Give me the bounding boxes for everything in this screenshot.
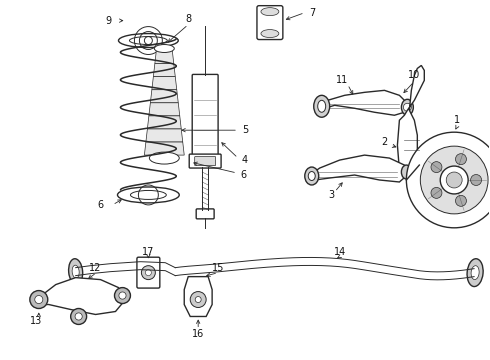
Polygon shape	[310, 155, 407, 182]
Ellipse shape	[305, 167, 318, 185]
Polygon shape	[36, 278, 125, 315]
FancyBboxPatch shape	[192, 75, 218, 156]
Polygon shape	[147, 116, 181, 129]
Ellipse shape	[401, 99, 414, 115]
Text: 15: 15	[212, 263, 224, 273]
Text: 17: 17	[142, 247, 154, 257]
Text: 5: 5	[242, 125, 248, 135]
Text: 14: 14	[334, 247, 346, 257]
Circle shape	[119, 292, 126, 299]
Circle shape	[431, 188, 442, 198]
Text: 4: 4	[242, 155, 248, 165]
Circle shape	[190, 292, 206, 307]
Text: 6: 6	[98, 200, 103, 210]
Circle shape	[470, 175, 482, 185]
Circle shape	[431, 162, 442, 172]
Polygon shape	[150, 90, 178, 103]
Polygon shape	[152, 77, 177, 90]
Ellipse shape	[471, 266, 479, 280]
Circle shape	[446, 172, 462, 188]
Circle shape	[440, 166, 468, 194]
Ellipse shape	[314, 95, 330, 117]
Ellipse shape	[149, 152, 179, 164]
Circle shape	[456, 195, 466, 206]
Circle shape	[195, 297, 201, 302]
Ellipse shape	[154, 45, 174, 53]
Text: 1: 1	[454, 115, 460, 125]
Circle shape	[30, 291, 48, 309]
Text: 2: 2	[381, 137, 388, 147]
Ellipse shape	[129, 37, 167, 45]
Text: 6: 6	[240, 170, 246, 180]
Ellipse shape	[69, 259, 83, 284]
Ellipse shape	[118, 187, 179, 203]
Polygon shape	[155, 50, 174, 64]
Ellipse shape	[467, 259, 483, 287]
Ellipse shape	[308, 171, 315, 180]
Polygon shape	[153, 64, 175, 77]
Ellipse shape	[130, 190, 166, 199]
Ellipse shape	[401, 165, 412, 179]
Circle shape	[146, 270, 151, 276]
Circle shape	[71, 309, 87, 324]
Text: 9: 9	[105, 15, 112, 26]
Text: 11: 11	[336, 75, 348, 85]
Circle shape	[115, 288, 130, 303]
Circle shape	[403, 103, 412, 111]
Polygon shape	[146, 129, 183, 142]
Polygon shape	[397, 66, 424, 178]
Ellipse shape	[119, 33, 178, 48]
Polygon shape	[149, 103, 180, 116]
Ellipse shape	[72, 265, 79, 278]
FancyBboxPatch shape	[257, 6, 283, 40]
Polygon shape	[145, 142, 184, 155]
FancyBboxPatch shape	[195, 157, 216, 166]
Circle shape	[75, 313, 82, 320]
Text: 3: 3	[329, 190, 335, 200]
Text: 16: 16	[192, 329, 204, 339]
Text: 7: 7	[310, 8, 316, 18]
Ellipse shape	[261, 8, 279, 15]
FancyBboxPatch shape	[189, 154, 221, 168]
Circle shape	[420, 146, 488, 214]
FancyBboxPatch shape	[137, 257, 160, 288]
Circle shape	[406, 132, 490, 228]
Polygon shape	[184, 276, 212, 316]
Circle shape	[142, 266, 155, 280]
Circle shape	[35, 296, 43, 303]
Text: 8: 8	[185, 14, 191, 24]
Text: 10: 10	[408, 71, 420, 80]
Text: 13: 13	[30, 316, 42, 327]
Ellipse shape	[318, 100, 326, 112]
Ellipse shape	[261, 30, 279, 37]
Polygon shape	[319, 90, 409, 115]
FancyBboxPatch shape	[196, 209, 214, 219]
Text: 12: 12	[89, 263, 102, 273]
Circle shape	[456, 154, 466, 165]
